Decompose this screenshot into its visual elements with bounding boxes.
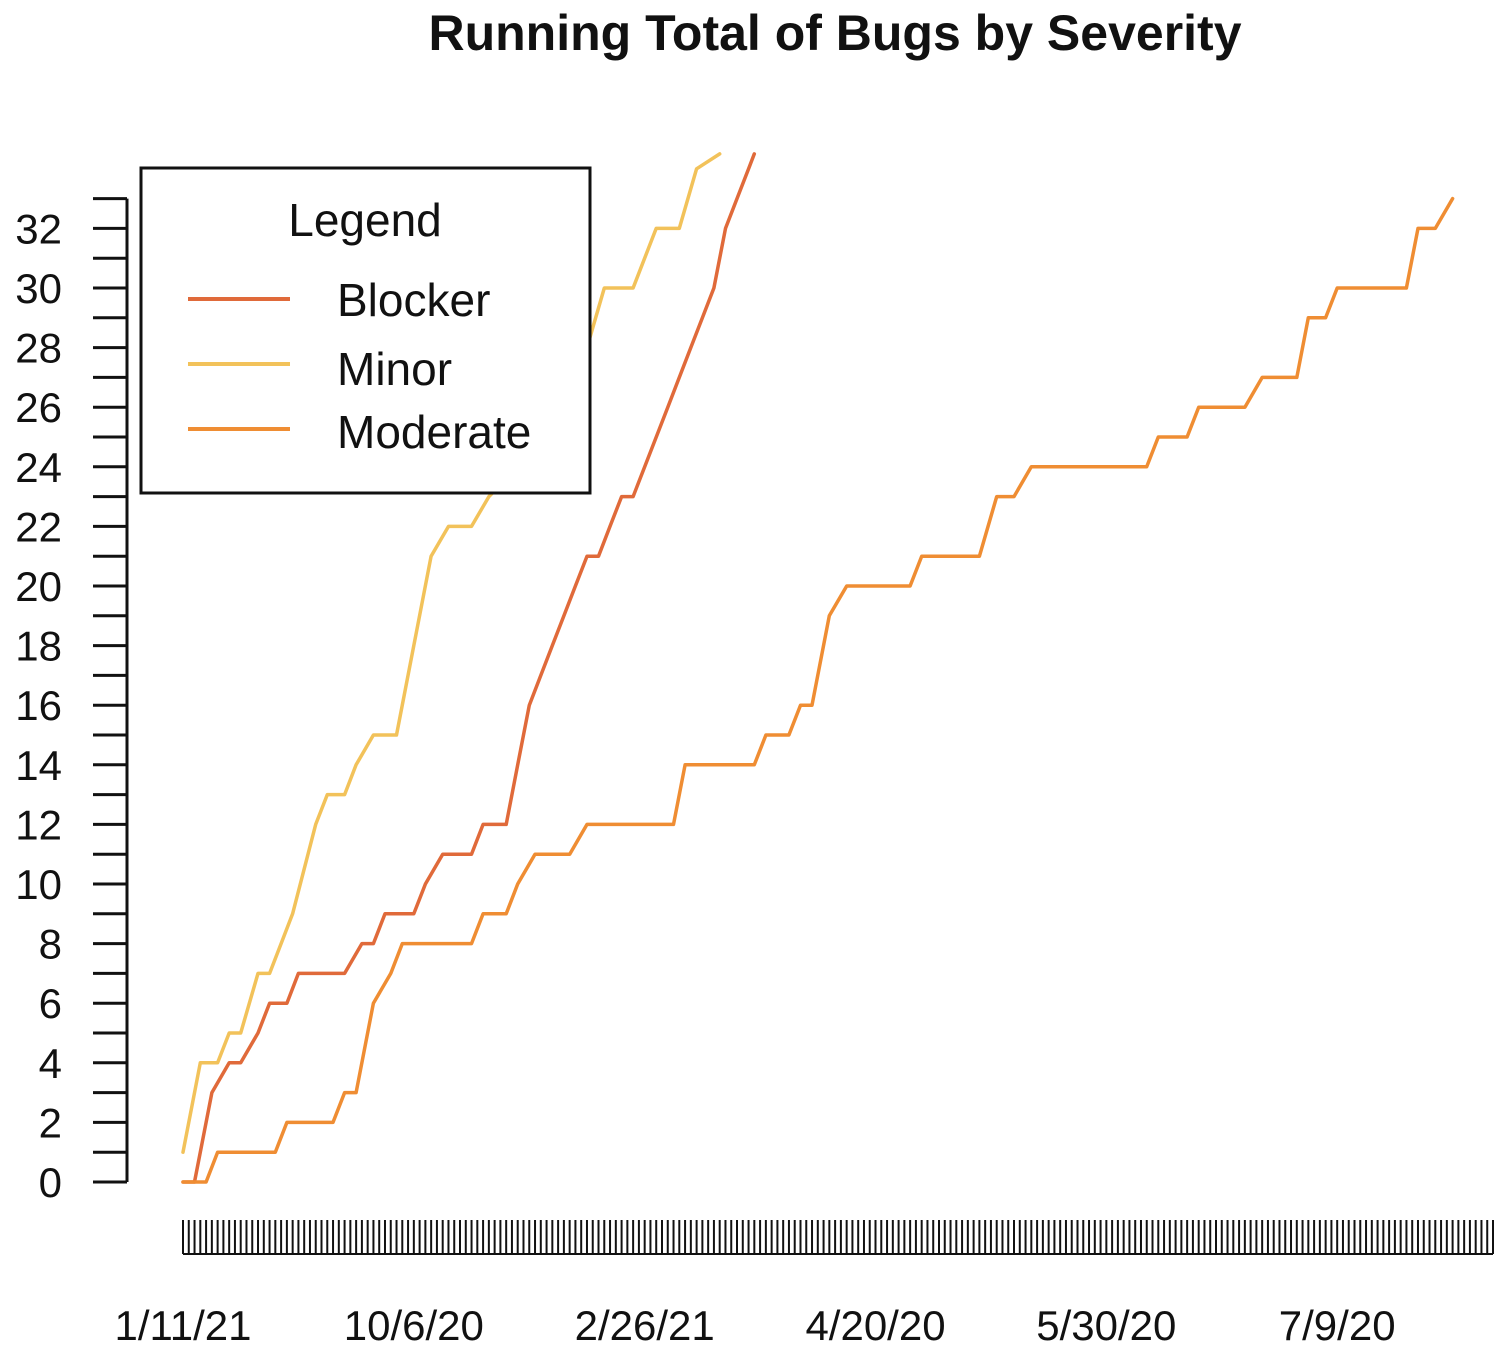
legend: Legend Blocker Minor Moderate — [139, 166, 592, 495]
y-tick-label: 22 — [15, 503, 62, 550]
x-tick-label: 7/9/20 — [1279, 1302, 1396, 1347]
y-tick-label: 2 — [39, 1099, 62, 1146]
y-tick-label: 10 — [15, 861, 62, 908]
x-tick-label: 2/26/21 — [575, 1302, 715, 1347]
series-line-minor — [181, 152, 722, 1154]
y-tick-label: 20 — [15, 563, 62, 610]
legend-box — [139, 166, 592, 495]
y-tick-label: 14 — [15, 742, 62, 789]
y-tick-label: 6 — [39, 980, 62, 1027]
x-tick-label: 1/11/21 — [114, 1302, 251, 1347]
x-tick-label: 10/6/20 — [344, 1302, 484, 1347]
x-axis: 1/11/21 10/6/20 2/26/21 4/20/20 5/30/20 7/9/2… — [114, 1220, 1494, 1347]
y-tick-label: 32 — [15, 205, 62, 252]
series-layer — [181, 152, 1455, 1184]
y-tick-label: 30 — [15, 265, 62, 312]
y-tick-label: 26 — [15, 384, 62, 431]
x-tick-label: 4/20/20 — [805, 1302, 945, 1347]
y-tick-label: 18 — [15, 623, 62, 670]
y-tick-label: 28 — [15, 325, 62, 372]
y-tick-label: 24 — [15, 444, 62, 491]
y-tick-label: 12 — [15, 801, 62, 848]
legend-label-blocker: Blocker — [337, 274, 490, 326]
y-tick-label: 0 — [39, 1159, 62, 1206]
x-tick-label: 5/30/20 — [1036, 1302, 1176, 1347]
legend-label-moderate: Moderate — [337, 406, 531, 458]
legend-label-minor: Minor — [337, 343, 452, 395]
y-tick-label: 4 — [39, 1040, 62, 1087]
series-line-moderate — [181, 196, 1455, 1184]
y-tick-label: 16 — [15, 682, 62, 729]
legend-title: Legend — [288, 194, 442, 246]
series-line-blocker — [181, 152, 757, 1184]
y-tick-label: 8 — [39, 921, 62, 968]
chart-title: Running Total of Bugs by Severity — [428, 5, 1241, 61]
